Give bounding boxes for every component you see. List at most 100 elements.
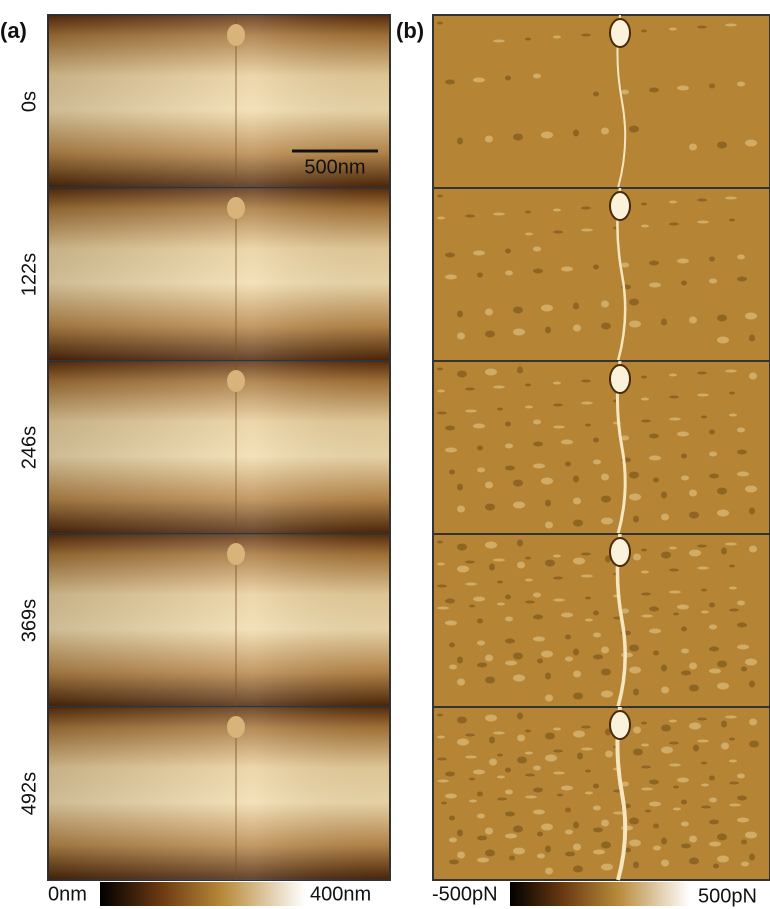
texture (633, 553, 641, 561)
texture (513, 479, 523, 487)
texture (545, 845, 551, 853)
texture (605, 750, 613, 758)
texture (717, 660, 727, 668)
texture (729, 586, 737, 590)
texture (661, 859, 669, 867)
texture (545, 867, 553, 875)
texture (485, 368, 497, 376)
texture (601, 863, 613, 871)
texture (681, 626, 687, 632)
texture (477, 272, 483, 278)
texture (545, 499, 551, 507)
texture (649, 455, 661, 461)
texture (525, 37, 531, 41)
height-shading (48, 188, 390, 361)
texture (737, 644, 749, 650)
texture (485, 849, 495, 857)
texture (493, 385, 505, 389)
texture (565, 656, 573, 662)
texture (553, 230, 563, 234)
texture (641, 721, 647, 725)
texture (677, 777, 689, 783)
texture (601, 841, 611, 849)
texture (681, 799, 687, 805)
texture (485, 827, 493, 835)
texture (669, 222, 679, 226)
texture (485, 481, 493, 489)
texture (649, 260, 659, 266)
texture (457, 543, 467, 551)
texture (457, 716, 467, 724)
colorbar (510, 882, 690, 906)
texture (661, 724, 671, 732)
texture (641, 397, 649, 401)
texture (545, 521, 553, 529)
texture (749, 853, 755, 861)
force-image (432, 187, 770, 362)
particle (609, 18, 631, 48)
texture (613, 811, 625, 815)
texture (457, 656, 463, 664)
texture (669, 373, 677, 377)
time-label: 246s (18, 426, 40, 469)
texture (525, 795, 537, 799)
texture (641, 787, 653, 791)
texture (437, 411, 447, 415)
texture (497, 407, 503, 411)
texture (445, 252, 455, 258)
texture (593, 827, 603, 833)
texture (749, 334, 755, 342)
texture (553, 727, 561, 731)
texture (445, 425, 455, 431)
texture (717, 682, 729, 690)
texture (729, 218, 735, 222)
texture (513, 133, 523, 141)
texture (697, 566, 709, 570)
colorbar-label: -500pN (432, 883, 498, 905)
texture (565, 851, 575, 857)
texture (749, 507, 755, 515)
texture (477, 791, 483, 797)
texture (505, 789, 513, 795)
texture (721, 547, 727, 555)
texture (725, 23, 737, 27)
texture (493, 731, 505, 735)
texture (693, 744, 699, 752)
texture (573, 497, 581, 505)
scale-bar-label: 500nm (304, 156, 365, 178)
texture (537, 658, 543, 664)
texture (601, 495, 611, 503)
texture (573, 692, 583, 700)
texture (629, 298, 639, 306)
texture (573, 843, 581, 851)
texture (633, 726, 641, 734)
texture (697, 739, 709, 743)
texture (661, 513, 669, 521)
texture (701, 588, 707, 592)
texture (641, 592, 651, 596)
texture (457, 370, 467, 378)
texture (541, 650, 553, 658)
texture (449, 469, 455, 475)
texture (505, 75, 511, 81)
time-label: 0s (18, 91, 40, 112)
particle (609, 710, 631, 740)
texture (585, 423, 591, 427)
texture (533, 765, 541, 771)
texture (621, 608, 629, 614)
texture (649, 87, 659, 93)
texture (689, 316, 697, 324)
texture (517, 539, 523, 547)
texture (465, 214, 475, 218)
texture (585, 791, 593, 795)
texture (477, 445, 483, 451)
texture (437, 584, 447, 588)
texture (677, 258, 689, 264)
texture (689, 549, 701, 557)
texture (553, 554, 561, 558)
texture (525, 751, 533, 755)
texture (725, 196, 737, 200)
texture (697, 371, 707, 375)
force-image (432, 14, 770, 189)
